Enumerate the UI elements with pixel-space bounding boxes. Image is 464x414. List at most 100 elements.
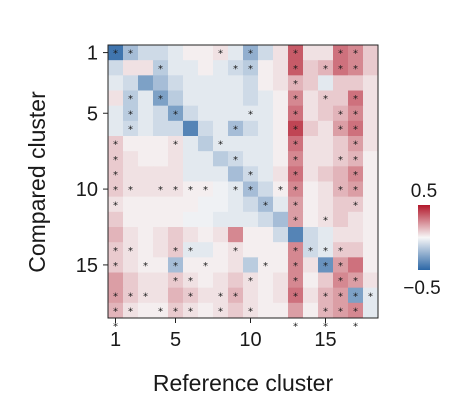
significance-marker: *: [293, 109, 298, 120]
heatmap-cell-r7-c2: [123, 136, 139, 152]
heatmap-cell-r3-c6: [183, 75, 199, 91]
significance-marker: *: [158, 94, 163, 105]
heatmap-cell-r11-c14: [303, 196, 319, 213]
heatmap-cell-r1-c14: [303, 45, 319, 61]
heatmap-cell-r9-c11: [258, 166, 274, 182]
heatmap-cell-r17-c3: [138, 287, 154, 304]
heatmap-cell-r3-c15: [318, 75, 334, 91]
heatmap-cell-r17-c4: [153, 287, 169, 304]
heatmap-cell-r11-c16: [333, 196, 349, 213]
heatmap-cell-r13-c9: [228, 227, 244, 243]
heatmap-cell-r9-c9: [228, 166, 244, 182]
significance-marker: *: [203, 261, 208, 272]
heatmap-cell-r17-c5: [168, 287, 184, 304]
heatmap-cell-r8-c13: [288, 151, 304, 167]
heatmap-cell-r4-c4: [153, 90, 169, 107]
heatmap-cell-r6-c16: [333, 120, 349, 137]
heatmap-cell-r7-c9: [228, 136, 244, 152]
heatmap-cell-r1-c10: [243, 45, 259, 61]
heatmap-cell-r10-c4: [153, 181, 169, 198]
y-tick-label: 15: [76, 255, 98, 277]
significance-marker: *: [173, 140, 178, 151]
heatmap-cell-r13-c16: [333, 227, 349, 243]
significance-marker: *: [173, 185, 178, 196]
significance-marker: *: [128, 291, 133, 302]
heatmap-cell-r15-c13: [288, 257, 304, 273]
heatmap-cell-r8-c9: [228, 151, 244, 167]
heatmap-cell-r7-c4: [153, 136, 169, 152]
heatmap-cell-r3-c10: [243, 75, 259, 91]
heatmap-cell-r13-c3: [138, 227, 154, 243]
significance-marker: *: [323, 261, 328, 272]
heatmap-cell-r5-c4: [153, 105, 169, 122]
significance-marker: *: [293, 200, 298, 211]
significance-marker: *: [293, 140, 298, 151]
heatmap-cell-r6-c7: [198, 120, 214, 137]
significance-marker: *: [233, 64, 238, 75]
heatmap-cell-r14-c13: [288, 242, 304, 258]
heatmap-cell-r3-c12: [273, 75, 289, 91]
significance-marker: *: [353, 322, 358, 333]
significance-marker: *: [128, 109, 133, 120]
significance-marker: *: [248, 64, 253, 75]
heatmap-cell-r12-c16: [333, 211, 349, 228]
significance-markers: * * * * * * * * * * * * * * * * * * * * * * * * * * * * * * * * * * * * * * * *…: [113, 49, 373, 333]
heatmap-cell-r18-c13: [288, 302, 304, 319]
heatmap-cell-r13-c7: [198, 227, 214, 243]
heatmap-cell-r18-c11: [258, 302, 274, 319]
heatmap-cell-r18-c9: [228, 302, 244, 319]
significance-marker: *: [293, 276, 298, 287]
heatmap-cell-r7-c17: [348, 136, 364, 152]
significance-marker: *: [143, 291, 148, 302]
heatmap-cell-r5-c17: [348, 105, 364, 122]
heatmap-cell-r10-c14: [303, 181, 319, 198]
heatmap-cell-r12-c7: [198, 211, 214, 228]
heatmap-cell-r5-c18: [363, 105, 379, 122]
heatmap-cell-r9-c18: [363, 166, 379, 182]
heatmap-cell-r5-c11: [258, 105, 274, 122]
heatmap-cell-r7-c10: [243, 136, 259, 152]
heatmap-cell-r7-c1: [108, 136, 124, 152]
heatmap-cell-r2-c6: [183, 60, 199, 76]
heatmap-cell-r11-c10: [243, 196, 259, 213]
heatmap-cell-r1-c13: [288, 45, 304, 61]
heatmap-cell-r18-c10: [243, 302, 259, 319]
significance-marker: *: [353, 170, 358, 181]
heatmap-cell-r5-c3: [138, 105, 154, 122]
heatmap-cell-r2-c8: [213, 60, 229, 76]
x-tick-label: 1: [110, 329, 121, 351]
significance-marker: *: [338, 276, 343, 287]
heatmap-cell-r4-c15: [318, 90, 334, 107]
significance-marker: *: [338, 109, 343, 120]
heatmap-cell-r8-c12: [273, 151, 289, 167]
significance-marker: *: [173, 306, 178, 317]
heatmap-cell-r2-c11: [258, 60, 274, 76]
heatmap-cell-r2-c4: [153, 60, 169, 76]
heatmap-cell-r10-c16: [333, 181, 349, 198]
heatmap-cell-r2-c15: [318, 60, 334, 76]
heatmap-cell-r11-c11: [258, 196, 274, 213]
heatmap-cell-r6-c11: [258, 120, 274, 137]
heatmap-cell-r6-c12: [273, 120, 289, 137]
significance-marker: *: [248, 185, 253, 196]
heatmap-cell-r6-c2: [123, 120, 139, 137]
heatmap-cell-r18-c17: [348, 302, 364, 319]
heatmap-cell-r10-c8: [213, 181, 229, 198]
heatmap-cell-r17-c9: [228, 287, 244, 304]
x-axis-title: Reference cluster: [153, 370, 334, 396]
heatmap-cell-r9-c2: [123, 166, 139, 182]
heatmap-cell-r3-c5: [168, 75, 184, 91]
heatmap-cell-r9-c13: [288, 166, 304, 182]
x-tick-label: 10: [239, 329, 261, 351]
heatmap-cell-r8-c17: [348, 151, 364, 167]
heatmap-cell-r14-c3: [138, 242, 154, 258]
heatmap-cell-r3-c3: [138, 75, 154, 91]
heatmap-cell-r10-c11: [258, 181, 274, 198]
heatmap-cell-r14-c9: [228, 242, 244, 258]
heatmap-cell-r10-c13: [288, 181, 304, 198]
significance-marker: *: [113, 49, 118, 60]
significance-marker: *: [293, 291, 298, 302]
heatmap-cell-r14-c17: [348, 242, 364, 258]
heatmap-cell-r8-c6: [183, 151, 199, 167]
heatmap-cell-r12-c13: [288, 211, 304, 228]
